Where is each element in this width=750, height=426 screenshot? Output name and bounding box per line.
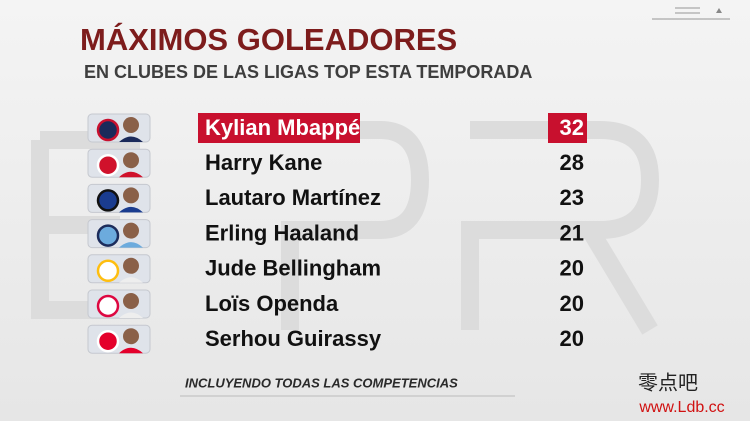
club-crest (96, 329, 120, 353)
player-name: Erling Haaland (205, 220, 359, 245)
menu-icon (652, 7, 730, 20)
goals: 28 (560, 150, 584, 175)
player-body (119, 242, 143, 248)
player-name: Lautaro Martínez (205, 185, 381, 210)
subtitle: EN CLUBES DE LAS LIGAS TOP ESTA TEMPORAD… (84, 62, 532, 82)
goals: 20 (560, 256, 584, 281)
club-crest (96, 189, 120, 212)
highlight-goals (548, 113, 587, 143)
player-name: Harry Kane (205, 150, 322, 175)
club-crest (96, 224, 120, 247)
watermark-url: www.Ldb.cc (638, 399, 724, 416)
watermark-text: 零点吧 (638, 371, 698, 395)
player-head (123, 257, 139, 274)
player-name: Kylian Mbappé (205, 115, 360, 140)
player-head (123, 328, 139, 345)
goals: 20 (560, 326, 584, 351)
goals: 21 (560, 220, 584, 245)
player-body (119, 136, 143, 142)
club-crest (96, 294, 120, 318)
player-body (119, 312, 143, 318)
footer-note: INCLUYENDO TODAS LAS COMPETENCIAS (185, 375, 458, 390)
player-body (119, 171, 143, 178)
player-name: Loïs Openda (205, 291, 339, 316)
arrow-icon (716, 8, 722, 13)
player-name: Jude Bellingham (205, 256, 381, 281)
highlight-name (198, 113, 360, 143)
background-logo (31, 121, 660, 335)
player-body (119, 206, 143, 213)
player-head (123, 152, 139, 169)
player-head (123, 187, 139, 204)
club-crest (96, 118, 120, 142)
club-crest (96, 153, 120, 177)
goals: 23 (560, 185, 584, 210)
player-name: Serhou Guirassy (205, 326, 382, 351)
player-body (119, 347, 143, 354)
player-head (123, 222, 139, 239)
rows: Kylian Mbappé 32 Harry Kane 28 Lautaro Martí… (87, 113, 587, 354)
goals: 20 (560, 291, 584, 316)
title: MÁXIMOS GOLEADORES (80, 22, 457, 57)
goals: 32 (560, 115, 584, 140)
player-body (119, 277, 143, 283)
club-crest (96, 259, 120, 283)
player-head (123, 293, 139, 309)
player-head (123, 117, 139, 133)
